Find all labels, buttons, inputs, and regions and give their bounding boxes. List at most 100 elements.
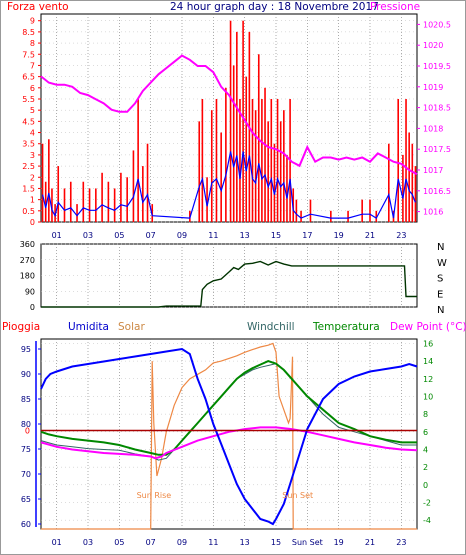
rain-axis-title: Pioggia [2,321,40,333]
wind-tick-label: 8 [30,39,35,48]
dewpoint-line [40,426,418,460]
pressure-tick-label: 1016.5 [423,187,451,196]
wind-tick-label: 9 [30,17,35,26]
wind-tick-label: 6.5 [22,73,35,82]
temperature-tick-label: 0 [423,481,428,490]
wind-bar [142,166,144,222]
x-tick-label: 21 [365,231,375,240]
pressure-line [40,54,418,176]
wind-bar [300,210,302,222]
humidity-tick-label: 60 [21,520,31,529]
wind-bar [273,143,276,222]
compass-label: W [437,258,447,269]
windchill-legend: Windchill [247,321,295,333]
pressure-tick-label: 1016 [423,208,443,217]
wind-bar [270,98,273,222]
wind-tick-label: 4 [30,129,35,138]
pressure-tick-label: 1018 [423,124,443,133]
wind-bar [295,199,298,222]
wind-bar [242,20,244,223]
direction-tick-label: 270 [20,256,35,265]
wind-tick-label: 7.5 [22,50,35,59]
temperature-tick-label: 4 [423,445,428,454]
wind-tick-label: 1 [30,196,35,205]
wind-bar [279,121,282,222]
wind-bar [198,121,201,222]
dewpoint-legend: Dew Point (°C) [390,321,466,333]
wind-tick-label: 8.5 [22,28,35,37]
wind-average-line [42,151,416,219]
x-tick-label: 15 [271,538,281,547]
temperature-humidity-panel: 60 65 70 75 80 85 90 95 -4 -2 0 2 4 6 8 10 12 14 16 0 Sun Ri… [21,338,433,547]
wind-bar [283,110,285,222]
x-tick-label: 23 [396,231,406,240]
humidity-line [40,347,418,526]
wind-tick-label: 4.5 [22,117,35,126]
wind-tick-label: 6 [30,84,35,93]
compass-label: E [437,289,443,300]
temperature-legend: Temperatura [312,321,380,333]
wind-bar [210,110,213,222]
temperature-tick-label: 12 [423,375,433,384]
wind-bar [225,87,227,222]
plot-frame [40,338,418,530]
x-tick-label: 13 [240,538,250,547]
rain-tick-label: 0 [25,427,30,436]
wind-bar [132,150,135,222]
wind-bar [286,154,288,222]
wind-bar [107,181,110,222]
wind-bar [48,139,50,222]
x-tick-label: 07 [146,231,156,240]
x-tick-label: Sun Set [292,538,323,547]
wind-bar [120,172,122,222]
wind-bar [63,188,66,222]
direction-tick-label: 90 [25,287,35,296]
temperature-line [40,360,417,456]
wind-direction-line [41,260,417,308]
wind-tick-label: 5 [30,106,35,115]
x-tick-label: 03 [83,538,93,547]
wind-tick-label: 1.5 [22,184,35,193]
temperature-tick-label: -4 [423,516,431,525]
wind-tick-label: 0 [30,218,35,227]
direction-tick-label: 180 [20,272,35,281]
chart-title: 24 hour graph day : 18 Novembre 2017 [170,1,379,13]
wind-bar [251,98,254,222]
wind-bar [369,199,371,222]
wind-bar [88,188,91,222]
wind-tick-label: 3 [30,151,35,160]
compass-label: S [437,274,443,285]
wind-tick-label: 0.5 [22,207,35,216]
humidity-tick-label: 70 [21,470,31,479]
humidity-tick-label: 75 [21,445,31,454]
wind-bar [232,65,235,222]
wind-bar [126,177,128,222]
wind-tick-label: 5.5 [22,95,35,104]
x-tick-label: 23 [396,538,406,547]
wind-bar [76,204,78,222]
x-tick-label: 01 [52,231,62,240]
wind-bar [54,204,56,222]
x-tick-label: 15 [271,231,281,240]
wind-bar [220,132,222,222]
sunrise-label: Sun Rise [137,491,172,500]
pressure-tick-label: 1018.5 [423,104,451,113]
wind-bar [236,31,238,223]
wind-tick-label: 7 [30,61,35,70]
direction-tick-label: 360 [20,240,35,249]
wind-bar [44,181,47,222]
wind-bar [206,177,208,222]
x-tick-label: 17 [302,231,312,240]
wind-bar [146,143,149,222]
wind-axis-title: Forza vento [7,1,69,13]
solar-line [41,342,417,530]
wind-tick-label: 3.5 [22,140,35,149]
wind-bar [330,210,332,222]
wind-bar [347,210,349,222]
direction-tick-label: 0 [30,303,35,312]
x-tick-label: 11 [208,538,218,547]
temperature-tick-label: 8 [423,410,428,419]
wind-tick-label: 2 [30,173,35,182]
wind-bar [405,98,407,222]
